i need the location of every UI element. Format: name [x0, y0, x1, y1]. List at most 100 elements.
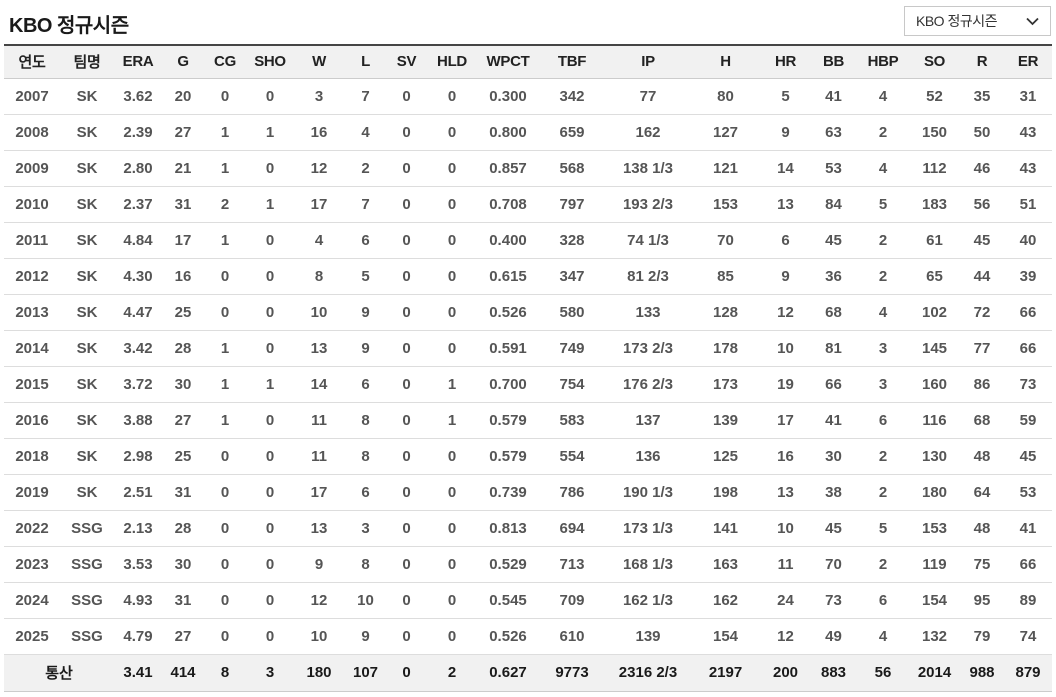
table-cell: 25 — [162, 294, 204, 331]
total-cell: 107 — [344, 654, 387, 692]
table-cell: 2013 — [4, 294, 60, 331]
table-cell: 0 — [246, 222, 294, 259]
table-cell: 14 — [294, 366, 344, 403]
total-cell: 2014 — [909, 654, 960, 692]
table-cell: 2014 — [4, 330, 60, 367]
table-cell: 4 — [344, 114, 387, 151]
table-cell: 70 — [810, 546, 857, 583]
table-cell: 2012 — [4, 258, 60, 295]
table-cell: 0.529 — [478, 546, 538, 583]
table-cell: 0 — [246, 618, 294, 655]
table-cell: 0 — [426, 258, 478, 295]
table-cell: 8 — [294, 258, 344, 295]
table-cell: 0 — [387, 366, 426, 403]
table-cell: 138 1/3 — [606, 150, 690, 187]
table-row: 2015 SK 3.72 30 1 1 14 6 0 1 0.700 754 176 2/3 173 19 6… — [4, 366, 1052, 403]
table-cell: 5 — [344, 258, 387, 295]
table-cell: 749 — [538, 330, 606, 367]
table-cell: 44 — [960, 258, 1004, 295]
table-cell: 163 — [690, 546, 761, 583]
total-cell: 3 — [246, 654, 294, 692]
table-cell: 13 — [761, 474, 810, 511]
table-cell: 8 — [344, 402, 387, 439]
table-cell: 17 — [162, 222, 204, 259]
column-header: TBF — [538, 44, 606, 79]
table-cell: 125 — [690, 438, 761, 475]
table-header-row: 연도 팀명 ERA G CG SHO W L SV HLD WPCT TBF IP H HR BB HBP SO R… — [4, 44, 1052, 79]
table-cell: 36 — [810, 258, 857, 295]
table-cell: 80 — [690, 78, 761, 115]
table-cell: 49 — [810, 618, 857, 655]
table-cell: 154 — [909, 582, 960, 619]
table-cell: 12 — [294, 582, 344, 619]
table-cell: 0.615 — [478, 258, 538, 295]
table-cell: 137 — [606, 402, 690, 439]
table-cell: 328 — [538, 222, 606, 259]
table-cell: 1 — [204, 402, 246, 439]
table-cell: 0 — [204, 474, 246, 511]
table-cell: 2 — [857, 114, 909, 151]
table-cell: 52 — [909, 78, 960, 115]
table-cell: 43 — [1004, 114, 1052, 151]
table-cell: 41 — [1004, 510, 1052, 547]
total-cell: 988 — [960, 654, 1004, 692]
table-cell: 28 — [162, 510, 204, 547]
table-cell: 0 — [387, 114, 426, 151]
table-cell: 0 — [387, 402, 426, 439]
table-cell: 66 — [1004, 294, 1052, 331]
table-cell: 31 — [162, 582, 204, 619]
total-label: 통산 — [4, 654, 114, 692]
column-header: WPCT — [478, 44, 538, 79]
total-cell: 8 — [204, 654, 246, 692]
table-cell: 2007 — [4, 78, 60, 115]
season-select[interactable]: KBO 정규시즌 — [904, 6, 1051, 36]
table-cell: 709 — [538, 582, 606, 619]
table-cell: 0 — [387, 186, 426, 223]
table-cell: 4 — [294, 222, 344, 259]
column-header: W — [294, 44, 344, 79]
table-cell: 64 — [960, 474, 1004, 511]
table-cell: 0 — [204, 294, 246, 331]
table-cell: 786 — [538, 474, 606, 511]
table-cell: 77 — [960, 330, 1004, 367]
table-cell: 1 — [246, 186, 294, 223]
column-header: SO — [909, 44, 960, 79]
table-cell: 190 1/3 — [606, 474, 690, 511]
table-cell: SSG — [60, 510, 114, 547]
table-cell: 0 — [204, 510, 246, 547]
table-cell: 84 — [810, 186, 857, 223]
stats-table: 연도 팀명 ERA G CG SHO W L SV HLD WPCT TBF IP H HR BB HBP SO R… — [4, 44, 1052, 692]
table-cell: 0 — [387, 510, 426, 547]
total-cell: 0 — [387, 654, 426, 692]
table-cell: 1 — [246, 114, 294, 151]
table-cell: 25 — [162, 438, 204, 475]
table-cell: 0 — [387, 222, 426, 259]
table-cell: 2 — [857, 222, 909, 259]
table-cell: 2 — [204, 186, 246, 223]
table-cell: 2011 — [4, 222, 60, 259]
table-cell: 176 2/3 — [606, 366, 690, 403]
table-cell: 0.579 — [478, 402, 538, 439]
table-cell: 0 — [426, 474, 478, 511]
table-cell: 9 — [344, 294, 387, 331]
table-cell: 0 — [246, 78, 294, 115]
table-cell: 797 — [538, 186, 606, 223]
table-cell: 183 — [909, 186, 960, 223]
total-cell: 879 — [1004, 654, 1052, 692]
table-cell: 2010 — [4, 186, 60, 223]
total-cell: 883 — [810, 654, 857, 692]
table-cell: 0 — [387, 582, 426, 619]
table-cell: 153 — [690, 186, 761, 223]
table-cell: 0 — [204, 582, 246, 619]
table-cell: 0 — [246, 402, 294, 439]
column-header: SV — [387, 44, 426, 79]
table-cell: 0 — [426, 150, 478, 187]
table-cell: 0.591 — [478, 330, 538, 367]
table-cell: 3.42 — [114, 330, 162, 367]
table-cell: SK — [60, 438, 114, 475]
table-cell: 0 — [246, 330, 294, 367]
table-row: 2010 SK 2.37 31 2 1 17 7 0 0 0.708 797 193 2/3 153 13 8… — [4, 186, 1052, 223]
table-cell: 2 — [857, 258, 909, 295]
total-cell: 56 — [857, 654, 909, 692]
table-cell: 12 — [761, 618, 810, 655]
